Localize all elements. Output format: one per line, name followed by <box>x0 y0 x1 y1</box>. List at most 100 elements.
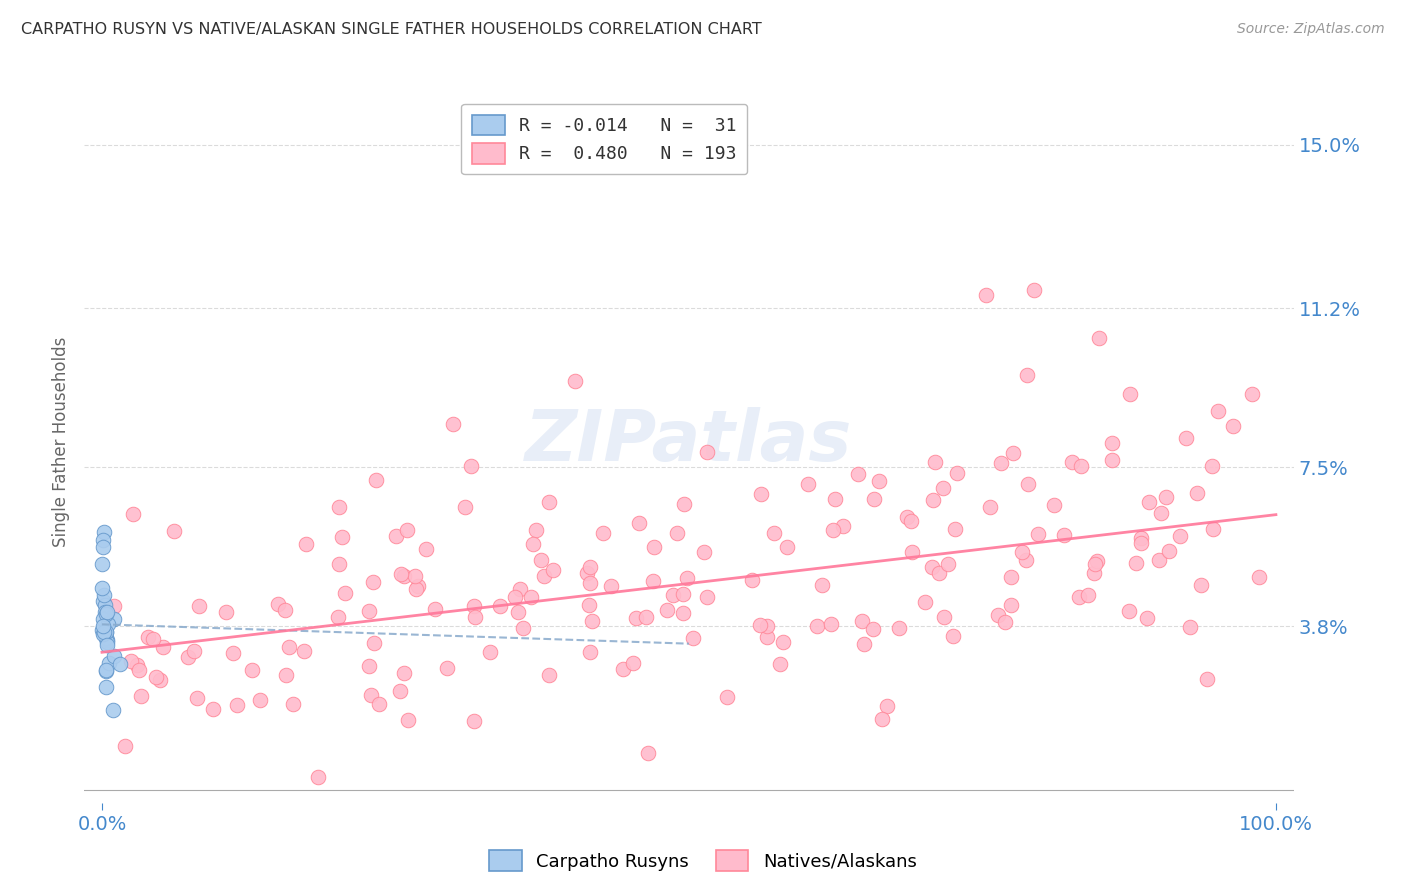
Point <box>335 586 357 600</box>
Point <box>94 625 117 640</box>
Point <box>522 537 544 551</box>
Point <box>1168 529 1191 543</box>
Point <box>136 630 159 644</box>
Point <box>295 537 318 551</box>
Point <box>392 569 415 583</box>
Point <box>976 288 998 302</box>
Point <box>503 590 526 604</box>
Point <box>460 459 482 474</box>
Point <box>776 540 799 554</box>
Point <box>274 603 297 617</box>
Point <box>201 702 224 716</box>
Point <box>1189 578 1212 592</box>
Point <box>851 614 873 628</box>
Point <box>1084 557 1107 571</box>
Point <box>936 557 959 571</box>
Point <box>665 526 688 541</box>
Point <box>463 599 485 613</box>
Point <box>541 563 564 577</box>
Point <box>330 530 353 544</box>
Point <box>637 746 659 760</box>
Point <box>696 444 718 458</box>
Point <box>1101 453 1123 467</box>
Point <box>520 590 543 604</box>
Point <box>91 623 114 637</box>
Point <box>267 597 290 611</box>
Point <box>579 645 602 659</box>
Point <box>887 621 910 635</box>
Point <box>762 526 785 541</box>
Point <box>922 492 945 507</box>
Point <box>103 612 125 626</box>
Point <box>183 644 205 658</box>
Point <box>454 500 477 514</box>
Point <box>643 540 665 554</box>
Point <box>896 509 918 524</box>
Text: Source: ZipAtlas.com: Source: ZipAtlas.com <box>1237 22 1385 37</box>
Point <box>578 559 600 574</box>
Point <box>120 654 142 668</box>
Point <box>942 629 965 643</box>
Point <box>932 609 955 624</box>
Point <box>96 605 118 619</box>
Point <box>359 604 381 618</box>
Point <box>1159 543 1181 558</box>
Point <box>240 663 263 677</box>
Point <box>489 599 512 613</box>
Point <box>530 553 553 567</box>
Point <box>624 611 647 625</box>
Point <box>1002 446 1025 460</box>
Point <box>924 455 946 469</box>
Point <box>94 680 117 694</box>
Point <box>127 657 149 672</box>
Point <box>1085 553 1108 567</box>
Point <box>367 697 389 711</box>
Point <box>98 656 121 670</box>
Legend: R = -0.014   N =  31, R =  0.480   N = 193: R = -0.014 N = 31, R = 0.480 N = 193 <box>461 103 748 174</box>
Point <box>129 689 152 703</box>
Point <box>810 578 832 592</box>
Point <box>366 473 388 487</box>
Point <box>436 661 458 675</box>
Point <box>177 649 200 664</box>
Point <box>91 611 114 625</box>
Point <box>741 573 763 587</box>
Point <box>676 571 699 585</box>
Text: CARPATHO RUSYN VS NATIVE/ALASKAN SINGLE FATHER HOUSEHOLDS CORRELATION CHART: CARPATHO RUSYN VS NATIVE/ALASKAN SINGLE … <box>21 22 762 37</box>
Point <box>1130 531 1153 545</box>
Point <box>1156 490 1178 504</box>
Point <box>696 590 718 604</box>
Point <box>979 500 1001 514</box>
Point <box>643 574 665 588</box>
Point <box>1240 387 1263 401</box>
Point <box>1137 495 1160 509</box>
Point <box>661 588 683 602</box>
Point <box>1119 387 1142 401</box>
Point <box>389 683 412 698</box>
Point <box>946 466 969 480</box>
Point <box>441 417 464 432</box>
Point <box>769 657 792 671</box>
Point <box>581 614 603 628</box>
Point <box>186 691 208 706</box>
Point <box>274 668 297 682</box>
Point <box>756 619 779 633</box>
Point <box>994 615 1017 630</box>
Point <box>103 648 125 663</box>
Point <box>328 557 350 571</box>
Point <box>1206 404 1229 418</box>
Point <box>749 618 772 632</box>
Point <box>103 599 125 613</box>
Point <box>512 621 534 635</box>
Point <box>94 598 117 612</box>
Point <box>1174 431 1197 445</box>
Point <box>384 529 406 543</box>
Point <box>94 605 117 619</box>
Point <box>820 616 842 631</box>
Point <box>921 560 943 574</box>
Point <box>628 516 651 531</box>
Point <box>215 605 238 619</box>
Point <box>396 524 419 538</box>
Point <box>578 599 600 613</box>
Point <box>464 610 486 624</box>
